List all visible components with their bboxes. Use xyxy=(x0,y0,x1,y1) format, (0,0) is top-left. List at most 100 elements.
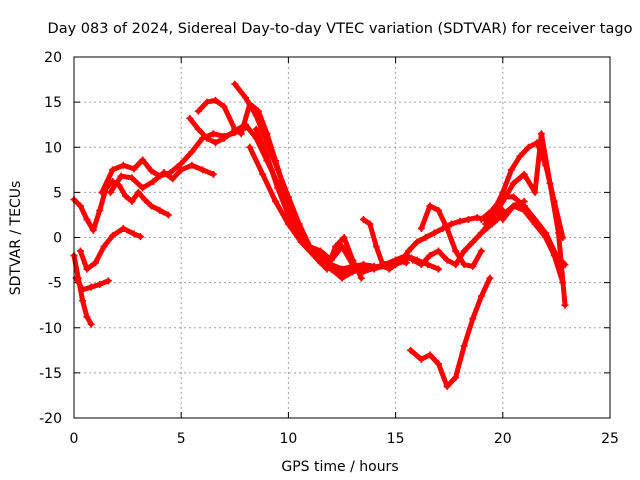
data-point xyxy=(477,247,485,255)
tick-layer: 0 5 10 15 20 25 20 15 10 5 0 -5 -10 -15 -20 xyxy=(39,50,619,447)
data-point xyxy=(422,234,430,241)
y-tick-label: 20 xyxy=(44,50,62,66)
data-point xyxy=(460,247,468,255)
data-point xyxy=(469,315,477,323)
data-point xyxy=(76,202,84,210)
data-point xyxy=(561,301,569,309)
data-point xyxy=(130,230,138,238)
data-point xyxy=(409,256,417,264)
plot-frame xyxy=(73,56,611,419)
data-point xyxy=(357,274,365,282)
data-point xyxy=(252,112,260,120)
series-arc-15 xyxy=(407,274,494,390)
x-tick-label: 20 xyxy=(494,431,512,447)
data-point xyxy=(398,256,406,264)
data-point xyxy=(136,233,144,241)
y-tick-label: -20 xyxy=(39,411,62,427)
data-point xyxy=(559,279,567,287)
data-point xyxy=(338,243,346,251)
data-point xyxy=(469,262,477,270)
data-point xyxy=(434,360,442,368)
data-point xyxy=(83,313,91,321)
data-point xyxy=(139,184,147,192)
data-point xyxy=(404,247,412,255)
y-tick-label: -15 xyxy=(39,366,62,382)
data-point xyxy=(510,179,518,187)
data-point xyxy=(520,170,528,178)
data-point xyxy=(443,224,451,232)
data-point xyxy=(203,134,211,142)
data-point xyxy=(87,283,95,291)
data-point xyxy=(246,143,254,151)
series-arc-4 xyxy=(72,274,112,294)
data-point xyxy=(456,217,464,225)
data-point xyxy=(149,178,157,186)
data-point xyxy=(104,277,112,285)
data-point xyxy=(194,107,202,115)
y-tick-label: 0 xyxy=(53,231,62,247)
data-point xyxy=(147,167,155,175)
data-point xyxy=(98,188,106,196)
data-point xyxy=(531,188,539,196)
data-point xyxy=(186,114,194,122)
chart-title: Day 083 of 2024, Sidereal Day-to-day VTE… xyxy=(48,21,633,37)
data-point xyxy=(555,229,563,237)
data-point xyxy=(231,80,239,88)
data-point xyxy=(443,382,451,390)
series-arc-5 xyxy=(76,224,144,273)
data-point xyxy=(430,229,438,237)
data-point xyxy=(209,170,217,178)
data-point xyxy=(359,268,367,276)
data-point xyxy=(460,261,468,269)
data-point xyxy=(199,166,207,174)
data-point xyxy=(109,166,117,174)
data-point xyxy=(407,346,415,354)
grid-layer xyxy=(74,57,610,418)
x-tick-label: 5 xyxy=(177,431,186,447)
data-point xyxy=(106,188,114,196)
data-point xyxy=(139,156,147,164)
data-point xyxy=(252,125,260,133)
data-point xyxy=(231,125,239,133)
data-point xyxy=(370,264,378,272)
data-point xyxy=(332,243,340,251)
x-axis-label: GPS time / hours xyxy=(281,459,398,475)
data-point xyxy=(477,215,485,223)
data-point xyxy=(488,215,496,223)
data-point xyxy=(119,161,127,169)
data-point xyxy=(392,261,400,269)
data-point xyxy=(349,268,357,276)
data-point xyxy=(452,261,460,269)
data-point xyxy=(87,320,95,328)
data-point xyxy=(284,193,292,201)
data-point xyxy=(516,152,524,160)
x-tick-label: 15 xyxy=(387,431,405,447)
data-point xyxy=(96,206,104,214)
data-point xyxy=(317,247,325,255)
data-point xyxy=(117,172,125,180)
data-point xyxy=(128,197,136,205)
x-tick-label: 10 xyxy=(279,431,297,447)
data-point xyxy=(447,220,455,228)
y-tick-label: 5 xyxy=(53,185,62,201)
y-tick-label: 10 xyxy=(44,140,62,156)
data-point xyxy=(83,265,91,273)
series-line xyxy=(107,162,216,195)
data-point xyxy=(79,286,87,294)
data-point xyxy=(259,170,267,178)
data-point xyxy=(424,261,432,269)
data-point xyxy=(274,184,282,192)
data-point xyxy=(366,220,374,228)
data-point xyxy=(537,130,545,138)
data-point xyxy=(91,259,99,267)
data-point xyxy=(177,166,185,174)
data-point xyxy=(434,265,442,273)
data-point xyxy=(169,175,177,183)
data-point xyxy=(417,355,425,363)
data-point xyxy=(83,215,91,223)
data-point xyxy=(469,238,477,246)
data-point xyxy=(477,229,485,237)
data-point xyxy=(510,202,518,210)
series-arc-17 xyxy=(477,130,569,309)
